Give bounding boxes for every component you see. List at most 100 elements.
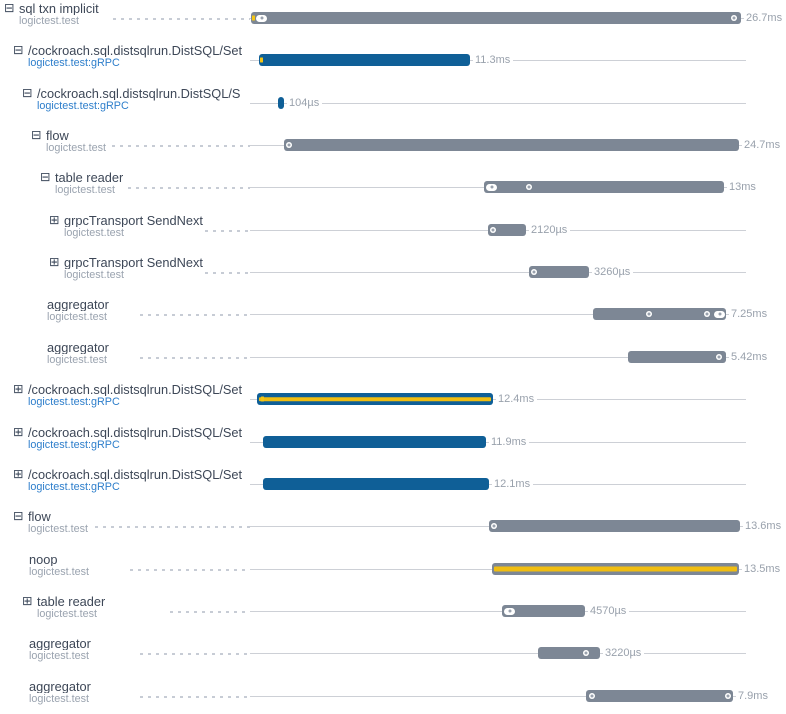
log-marker-pill[interactable]: [504, 607, 515, 615]
trace-span-row: ⊞ grpcTransport SendNext logictest.test …: [0, 212, 786, 256]
span-name-label: flow: [28, 509, 51, 524]
span-duration-bar[interactable]: [586, 690, 733, 702]
span-name-label: /cockroach.sql.distsqlrun.DistSQL/Set: [28, 425, 243, 440]
span-duration-bar[interactable]: [484, 181, 724, 193]
span-name-label: /cockroach.sql.distsqlrun.DistSQL/Set: [28, 382, 243, 397]
log-marker-dot[interactable]: [491, 523, 497, 529]
span-name-label: grpcTransport SendNext: [64, 213, 203, 228]
trace-span-row: ⊞ /cockroach.sql.distsqlrun.DistSQL/Set …: [0, 381, 786, 425]
trace-baseline: [250, 103, 746, 104]
log-marker-center-dot: [726, 694, 730, 698]
span-service-label: logictest.test: [64, 269, 128, 281]
span-service-label: logictest.test: [28, 523, 92, 535]
log-marker-dot[interactable]: [704, 311, 710, 317]
label-connector-dotted-line: [140, 696, 250, 698]
trace-span-row: ⊟ flow logictest.test 24.7ms: [0, 127, 786, 171]
span-name-label: noop: [29, 552, 58, 567]
span-duration-bar[interactable]: [278, 97, 284, 109]
label-connector-dotted-line: [205, 230, 250, 232]
span-duration-label: 11.3ms: [473, 53, 514, 67]
expand-plus-icon[interactable]: ⊞: [13, 424, 24, 439]
trace-span-row: ⊞ /cockroach.sql.distsqlrun.DistSQL/Set …: [0, 424, 786, 468]
span-duration-label: 4570µs: [588, 604, 630, 618]
log-marker-dot[interactable]: [531, 269, 537, 275]
expand-plus-icon[interactable]: ⊞: [49, 254, 60, 269]
log-marker-center-dot: [732, 16, 736, 20]
span-service-label: logictest.test:gRPC: [28, 396, 123, 408]
collapse-minus-icon[interactable]: ⊟: [40, 169, 51, 184]
log-marker-center-dot: [647, 312, 651, 316]
log-marker-dot[interactable]: [589, 693, 595, 699]
span-service-label: logictest.test: [37, 608, 101, 620]
log-marker-dot[interactable]: [286, 142, 292, 148]
span-name-label: sql txn implicit: [19, 1, 99, 16]
span-duration-bar[interactable]: [284, 139, 739, 151]
span-duration-bar[interactable]: [259, 54, 470, 66]
log-marker-center-dot: [490, 185, 493, 189]
trace-span-row: aggregator logictest.test 7.25ms: [0, 297, 786, 340]
span-duration-label: 5.42ms: [729, 350, 771, 364]
label-connector-dotted-line: [140, 357, 250, 359]
trace-baseline: [250, 611, 746, 612]
span-duration-bar[interactable]: [492, 563, 739, 575]
trace-span-row: ⊟ flow logictest.test 13.6ms: [0, 508, 786, 552]
span-duration-label: 12.4ms: [496, 392, 538, 406]
log-marker-dot[interactable]: [716, 354, 722, 360]
collapse-minus-icon[interactable]: ⊟: [4, 0, 15, 15]
trace-span-row: ⊟ /cockroach.sql.distsqlrun.DistSQL/S lo…: [0, 85, 786, 129]
span-duration-bar[interactable]: [529, 266, 589, 278]
log-marker-dot[interactable]: [646, 311, 652, 317]
log-marker-center-dot: [492, 524, 496, 528]
span-service-label: logictest.test:gRPC: [37, 100, 132, 112]
span-name-label: aggregator: [29, 636, 91, 651]
span-duration-bar[interactable]: [263, 478, 489, 490]
span-duration-bar[interactable]: [502, 605, 585, 617]
label-connector-dotted-line: [140, 314, 250, 316]
trace-baseline: [250, 272, 746, 273]
span-name-label: /cockroach.sql.distsqlrun.DistSQL/Set: [28, 43, 243, 58]
collapse-minus-icon[interactable]: ⊟: [13, 508, 24, 523]
expand-plus-icon[interactable]: ⊞: [13, 466, 24, 481]
span-duration-label: 13.6ms: [743, 519, 785, 533]
span-service-label: logictest.test: [47, 311, 111, 323]
span-duration-label: 3260µs: [592, 265, 634, 279]
span-duration-bar[interactable]: [488, 224, 526, 236]
span-duration-bar[interactable]: [538, 647, 600, 659]
trace-baseline: [250, 696, 746, 697]
span-name-label: /cockroach.sql.distsqlrun.DistSQL/S: [37, 86, 241, 101]
collapse-minus-icon[interactable]: ⊟: [22, 85, 33, 100]
span-duration-label: 13ms: [727, 180, 759, 194]
log-marker-pill[interactable]: [486, 183, 497, 191]
expand-plus-icon[interactable]: ⊞: [13, 381, 24, 396]
span-duration-label: 12.1ms: [492, 477, 534, 491]
collapse-minus-icon[interactable]: ⊟: [31, 127, 42, 142]
log-marker-pill[interactable]: [714, 310, 725, 318]
span-duration-bar[interactable]: [489, 520, 740, 532]
span-service-label: logictest.test: [29, 693, 93, 705]
span-duration-bar[interactable]: [628, 351, 726, 363]
collapse-minus-icon[interactable]: ⊟: [13, 42, 24, 57]
span-duration-label: 24.7ms: [742, 138, 784, 152]
label-connector-dotted-line: [95, 526, 250, 528]
log-marker-center-dot: [491, 228, 495, 232]
span-duration-bar[interactable]: [251, 12, 741, 24]
log-marker-dot[interactable]: [526, 184, 532, 190]
yellow-stripe: [259, 397, 491, 401]
expand-plus-icon[interactable]: ⊞: [22, 593, 33, 608]
trace-span-row: ⊞ /cockroach.sql.distsqlrun.DistSQL/Set …: [0, 466, 786, 510]
trace-span-row: ⊞ grpcTransport SendNext logictest.test …: [0, 254, 786, 298]
log-marker-dot[interactable]: [731, 15, 737, 21]
span-service-label: logictest.test:gRPC: [28, 481, 123, 493]
span-service-label: logictest.test:gRPC: [28, 57, 123, 69]
log-marker-dot[interactable]: [490, 227, 496, 233]
span-duration-bar[interactable]: [593, 308, 726, 320]
span-duration-bar[interactable]: [257, 393, 493, 405]
span-duration-bar[interactable]: [263, 436, 486, 448]
expand-plus-icon[interactable]: ⊞: [49, 212, 60, 227]
label-connector-dotted-line: [130, 569, 250, 571]
log-marker-dot[interactable]: [725, 693, 731, 699]
trace-span-row: ⊟ /cockroach.sql.distsqlrun.DistSQL/Set …: [0, 42, 786, 86]
log-marker-pill[interactable]: [256, 14, 267, 22]
log-marker-dot[interactable]: [583, 650, 589, 656]
